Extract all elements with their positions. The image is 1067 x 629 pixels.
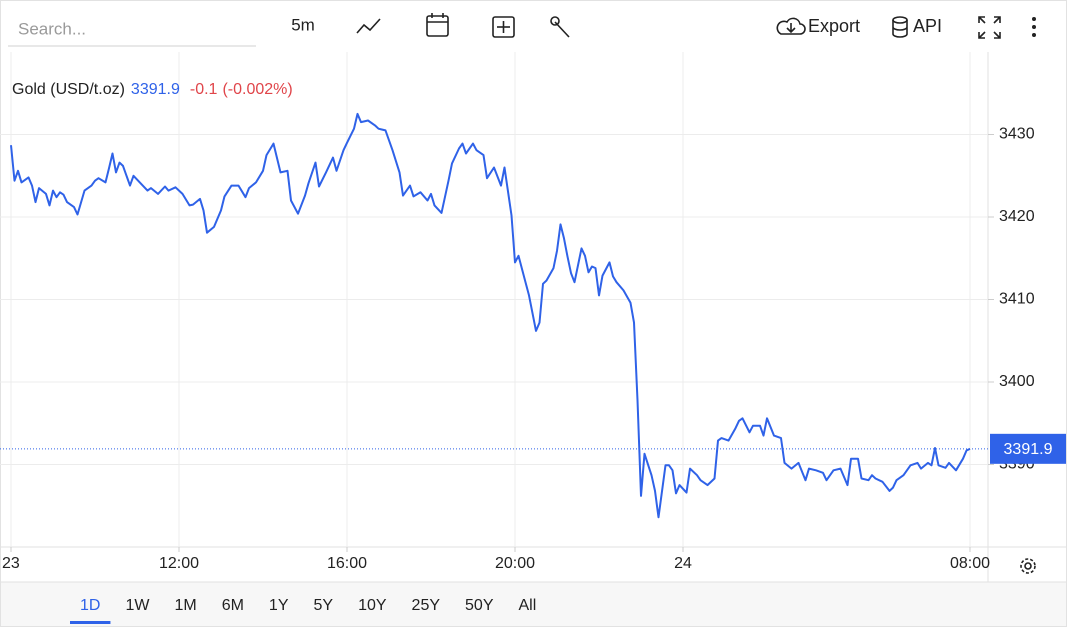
range-selected-underline — [70, 621, 111, 624]
range-button[interactable]: 1Y — [269, 597, 289, 614]
range-button[interactable]: 6M — [222, 597, 244, 614]
range-button[interactable]: 50Y — [465, 597, 494, 614]
legend-change-pct: (-0.002%) — [222, 81, 292, 98]
fullscreen-icon[interactable] — [978, 16, 1001, 39]
api-icon[interactable] — [892, 16, 908, 38]
range-button[interactable]: 25Y — [412, 597, 441, 614]
range-button[interactable]: All — [518, 597, 536, 614]
y-tick-label: 3410 — [999, 291, 1035, 308]
y-tick-label: 3420 — [999, 208, 1035, 225]
search-input[interactable]: Search... — [18, 19, 86, 38]
x-tick-label: 24 — [674, 555, 692, 572]
x-tick-label: 08:00 — [950, 555, 990, 572]
price-tag — [990, 433, 1066, 464]
x-tick-label: 23 — [2, 555, 20, 572]
add-indicator-icon[interactable] — [492, 16, 515, 38]
legend-name: Gold (USD/t.oz) — [12, 81, 125, 98]
menu-icon[interactable] — [1032, 17, 1036, 37]
y-tick-label: 3430 — [999, 126, 1035, 143]
range-button[interactable]: 1W — [125, 597, 150, 614]
legend-value: 3391.9 — [131, 81, 180, 98]
settings-icon[interactable] — [1020, 558, 1036, 574]
calendar-icon[interactable] — [426, 13, 449, 37]
x-tick-label: 20:00 — [495, 555, 535, 572]
grid — [0, 52, 988, 547]
chart-type-icon[interactable] — [356, 18, 381, 34]
range-button[interactable]: 10Y — [358, 597, 387, 614]
export-button[interactable]: Export — [808, 16, 860, 36]
price-line — [10, 112, 971, 519]
export-icon[interactable] — [776, 17, 806, 35]
range-bar — [1, 582, 1066, 626]
legend-change: -0.1 — [190, 81, 218, 98]
range-button[interactable]: 5Y — [314, 597, 334, 614]
api-button[interactable]: API — [913, 16, 942, 36]
price-tag-label: 3391.9 — [1004, 441, 1053, 458]
range-buttons: 1D 1W 1M 6M 1Y 5Y 10Y 25Y 50Y All — [70, 597, 536, 624]
tools-icon[interactable] — [550, 16, 570, 38]
range-button[interactable]: 1M — [174, 597, 196, 614]
y-tick-label: 3400 — [999, 373, 1035, 390]
x-tick-label: 12:00 — [159, 555, 199, 572]
range-button[interactable]: 1D — [80, 597, 100, 614]
interval-button[interactable]: 5m — [291, 15, 315, 34]
x-tick-label: 16:00 — [327, 555, 367, 572]
